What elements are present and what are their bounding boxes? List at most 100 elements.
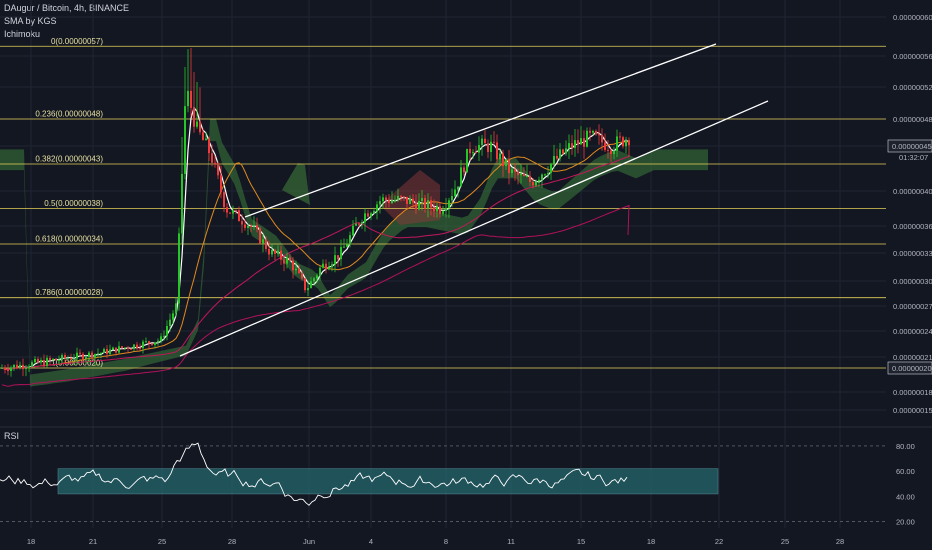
- candle-body: [190, 90, 192, 108]
- price-tick-3: 0.00000048: [893, 115, 932, 124]
- trend-channel: [179, 43, 769, 357]
- fib-label-2: 0.382(0.00000043): [35, 155, 103, 164]
- candle-body: [322, 263, 324, 268]
- candle-body: [547, 172, 549, 175]
- candle-body: [391, 200, 393, 204]
- candle-body: [79, 352, 81, 354]
- candle-body: [388, 200, 390, 204]
- time-tick-10: 22: [715, 537, 723, 546]
- candle-body: [223, 192, 225, 208]
- sma-lines: [1, 106, 630, 387]
- candle-body: [88, 352, 90, 357]
- candle-body: [103, 349, 105, 353]
- candle-body: [457, 186, 459, 190]
- sma-mid-line: [1, 141, 630, 371]
- fib-label-4: 0.618(0.00000034): [35, 235, 103, 244]
- candle-body: [112, 347, 114, 350]
- price-tick-8: 0.00000030: [893, 277, 932, 286]
- candle-body: [199, 121, 201, 133]
- cloud-bull-peak: [282, 163, 310, 205]
- marked-price-tag: [887, 361, 932, 375]
- candle-body: [40, 360, 42, 363]
- candle-body: [415, 202, 417, 210]
- candle-body: [187, 90, 189, 107]
- candle-body: [499, 153, 501, 160]
- candle-body: [514, 169, 516, 172]
- candle-body: [139, 347, 141, 349]
- candle-body: [19, 364, 21, 369]
- candle-body: [337, 255, 339, 260]
- fib-label-1: 0.236(0.00000048): [35, 110, 103, 119]
- candle-body: [469, 148, 471, 154]
- candle-body: [484, 138, 486, 144]
- candle-body: [382, 197, 384, 202]
- candle-body: [85, 356, 87, 360]
- fib-label-5: 0.786(0.00000028): [35, 288, 103, 297]
- candle-body: [268, 248, 270, 255]
- candle-body: [7, 369, 9, 372]
- symbol-title[interactable]: DAugur / Bitcoin, 4h, BINANCE: [4, 3, 130, 13]
- candle-body: [235, 210, 237, 212]
- candle-body: [4, 367, 6, 370]
- candle-body: [532, 182, 534, 186]
- candles: [1, 47, 630, 377]
- candle-body: [184, 106, 186, 174]
- price-axis-bg: [886, 0, 932, 425]
- candle-body: [628, 140, 630, 146]
- rsi-tick-1: 60.00: [896, 467, 915, 476]
- time-tick-5: 4: [369, 537, 373, 546]
- candle-body: [496, 142, 498, 160]
- candle-body: [301, 273, 303, 279]
- candle-body: [292, 260, 294, 271]
- candle-body: [517, 171, 519, 176]
- candle-body: [370, 213, 372, 217]
- candle-body: [349, 235, 351, 245]
- candle-body: [523, 173, 525, 177]
- sma-slow-line: [1, 156, 630, 371]
- candle-body: [262, 239, 264, 244]
- candle-body: [463, 167, 465, 173]
- candle-body: [241, 221, 243, 225]
- candle-body: [412, 198, 414, 203]
- candle-body: [607, 149, 609, 151]
- candle-body: [568, 143, 570, 149]
- candle-body: [562, 149, 564, 154]
- candle-body: [61, 355, 63, 361]
- candle-body: [625, 140, 627, 147]
- candle-body: [505, 159, 507, 167]
- candle-body: [565, 148, 567, 154]
- candle-body: [442, 211, 444, 214]
- candle-body: [193, 107, 195, 127]
- indicator-ichimoku-label[interactable]: Ichimoku: [4, 29, 41, 39]
- candle-body: [574, 140, 576, 148]
- candle-body: [529, 175, 531, 183]
- candle-body: [43, 360, 45, 366]
- candle-body: [157, 340, 159, 343]
- candle-body: [148, 341, 150, 344]
- candle-body: [130, 348, 132, 350]
- cloud-bull: [0, 118, 708, 387]
- candle-body: [256, 225, 258, 229]
- candle-body: [277, 250, 279, 254]
- candle-body: [475, 152, 477, 154]
- candle-body: [151, 343, 153, 345]
- countdown: 01:32:07: [899, 153, 928, 162]
- candle-body: [133, 344, 135, 349]
- candle-body: [70, 358, 72, 360]
- candle-body: [250, 225, 252, 227]
- current-price-tag: [887, 139, 932, 153]
- rsi-label: RSI: [4, 431, 20, 441]
- candle-body: [580, 138, 582, 145]
- candle-body: [598, 134, 600, 136]
- indicator-sma-label[interactable]: SMA by KGS: [4, 16, 57, 26]
- candle-body: [436, 206, 438, 212]
- time-tick-7: 11: [507, 537, 515, 546]
- time-tick-0: 18: [27, 537, 35, 546]
- time-tick-9: 18: [647, 537, 655, 546]
- candle-body: [208, 138, 210, 154]
- candle-body: [577, 140, 579, 145]
- candle-body: [247, 225, 249, 228]
- candle-body: [64, 355, 66, 359]
- candle-body: [313, 278, 315, 282]
